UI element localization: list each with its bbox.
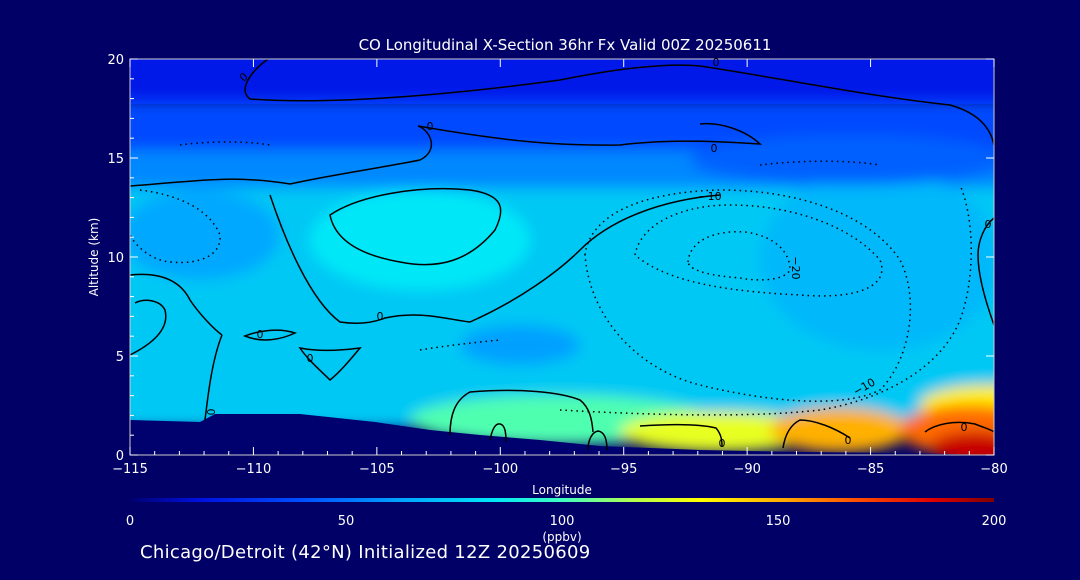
contour-west-lobe <box>130 299 167 356</box>
contour-triangle <box>298 346 362 382</box>
y-tick-label: 5 <box>116 350 124 365</box>
contour-mid-dotted <box>419 339 501 351</box>
contour-label: 0 <box>257 328 264 341</box>
contour-label: 0 <box>845 434 852 447</box>
contour-surface-bump-d <box>639 423 723 448</box>
caption: Chicago/Detroit (42°N) Initialized 12Z 2… <box>140 542 591 563</box>
colorbar-tick-label: 100 <box>550 514 575 529</box>
field-blob-lowmid <box>460 325 580 365</box>
x-axis: −115 −110 −105 −100 −95 −90 −85 −80 <box>112 59 1008 477</box>
y-axis-label: Altitude (km) <box>87 218 101 297</box>
contour-label: 0 <box>204 409 217 416</box>
colorbar-units: (ppbv) <box>542 530 581 544</box>
contour-top <box>244 59 994 146</box>
contour-label: −20 <box>789 256 802 279</box>
x-tick-label: −90 <box>733 462 760 477</box>
y-tick-label: 20 <box>107 53 124 68</box>
contour-surface-bump-a <box>449 389 594 436</box>
x-tick-label: −80 <box>980 462 1007 477</box>
colorbar-ticks: 0 50 100 150 200 <box>126 514 1007 529</box>
contour-small-loop <box>243 329 298 341</box>
co-field <box>130 59 994 455</box>
x-tick-label: −110 <box>236 462 272 477</box>
contour-surface-bump-e <box>782 419 851 449</box>
x-tick-label: −115 <box>112 462 148 477</box>
contour-negative-20 <box>634 204 883 297</box>
y-axis: 0 5 10 15 20 <box>107 53 994 464</box>
field-blob-east-red <box>930 432 994 455</box>
contour-east-surface <box>924 421 994 433</box>
contour-upper <box>130 122 763 187</box>
field-blob-surface-orange <box>770 408 910 452</box>
contour-label: 0 <box>427 120 434 133</box>
y-tick-label: 0 <box>116 449 124 464</box>
contour-label: 0 <box>985 218 992 231</box>
field-blob-left <box>130 190 280 280</box>
contour-upper-dotted <box>179 141 271 146</box>
x-tick-label: −100 <box>482 462 518 477</box>
colorbar-tick-label: 150 <box>766 514 791 529</box>
terrain <box>130 414 994 455</box>
chart-title: CO Longitudinal X-Section 36hr Fx Valid … <box>359 36 772 54</box>
contour-label: 0 <box>719 437 726 450</box>
contour-closed-loop <box>329 187 502 266</box>
contour-label: 0 <box>377 310 384 323</box>
field-blob-surface-yellow <box>620 412 820 452</box>
y-tick-label: 15 <box>107 152 124 167</box>
field-blob-upper-right <box>690 135 994 185</box>
contour-label: 0 <box>307 352 314 365</box>
contour-east-upper <box>977 217 994 326</box>
field-band-top <box>130 59 994 104</box>
contour-west-edge <box>130 273 223 336</box>
x-tick-label: −95 <box>610 462 637 477</box>
contour-surface-bump-c <box>587 430 608 451</box>
x-tick-label: −105 <box>359 462 395 477</box>
colorbar-tick-label: 0 <box>126 514 134 529</box>
contour-trough <box>269 194 721 324</box>
contour-surface-bump-b <box>489 423 507 443</box>
field-blob-center <box>310 190 530 290</box>
field-blob-right <box>760 170 994 350</box>
colorbar-tick-label: 50 <box>338 514 355 529</box>
y-tick-label: 10 <box>107 251 124 266</box>
colorbar-tick-label: 200 <box>982 514 1007 529</box>
contours-solid <box>130 59 994 451</box>
contour-west-surface <box>204 334 223 421</box>
contour-label: 0 <box>961 421 968 434</box>
contour-negative-east <box>559 184 972 416</box>
x-tick-label: −85 <box>857 462 884 477</box>
contours-dotted <box>130 141 972 416</box>
colorbar <box>130 498 994 502</box>
contour-label: −10 <box>698 190 721 203</box>
contour-label: 0 <box>713 56 720 69</box>
contour-label: 0 <box>711 142 718 155</box>
x-axis-label: Longitude <box>532 483 592 497</box>
